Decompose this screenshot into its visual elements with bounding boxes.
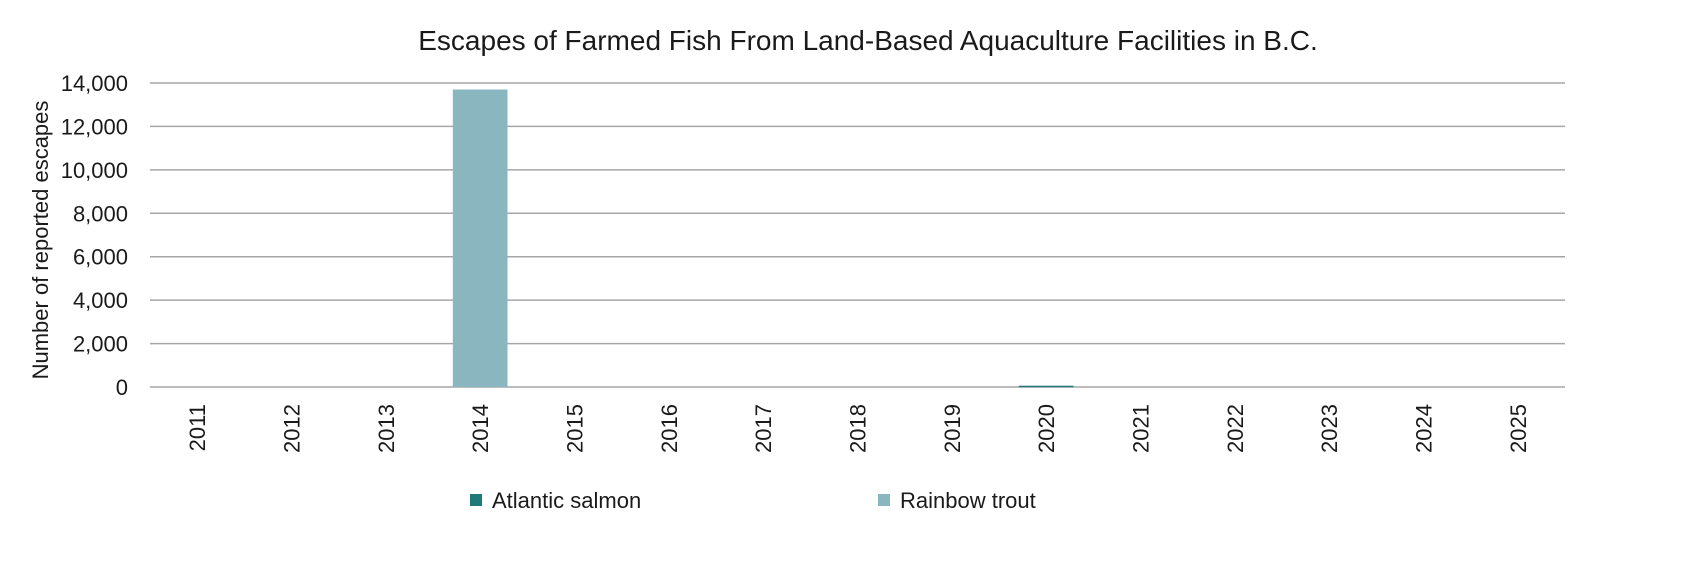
x-tick-label: 2016 — [657, 404, 682, 453]
legend-item-rainbow-trout: Rainbow trout — [878, 488, 1036, 513]
y-tick-label: 6,000 — [73, 245, 128, 270]
x-axis-ticks: 2011 2012 2013 2014 2015 2016 2017 2018 2019 2020… — [185, 404, 1531, 453]
y-axis-label: Number of reported escapes — [28, 101, 53, 380]
x-tick-label: 2012 — [280, 404, 305, 453]
legend: Atlantic salmon Rainbow trout — [470, 488, 1036, 513]
x-tick-label: 2023 — [1317, 404, 1342, 453]
x-tick-label: 2020 — [1034, 404, 1059, 453]
bars — [452, 89, 1074, 388]
y-tick-label: 4,000 — [73, 288, 128, 313]
y-tick-label: 14,000 — [61, 71, 128, 96]
y-tick-label: 10,000 — [61, 158, 128, 183]
x-tick-label: 2021 — [1129, 404, 1154, 453]
y-tick-label: 12,000 — [61, 114, 128, 139]
x-tick-label: 2018 — [846, 404, 871, 453]
x-tick-label: 2017 — [751, 404, 776, 453]
y-tick-label: 8,000 — [73, 201, 128, 226]
gridlines — [150, 82, 1565, 388]
x-tick-label: 2024 — [1412, 404, 1437, 453]
y-tick-label: 0 — [116, 375, 128, 400]
x-tick-label: 2011 — [185, 404, 210, 451]
legend-label: Atlantic salmon — [492, 488, 641, 513]
bar-rainbow-trout-2014 — [452, 89, 508, 387]
x-tick-label: 2019 — [940, 404, 965, 453]
x-tick-label: 2015 — [563, 404, 588, 453]
x-tick-label: 2013 — [374, 404, 399, 453]
y-tick-label: 2,000 — [73, 332, 128, 357]
legend-swatch — [470, 494, 482, 506]
legend-item-atlantic-salmon: Atlantic salmon — [470, 488, 641, 513]
x-tick-label: 2022 — [1223, 404, 1248, 453]
x-tick-label: 2025 — [1506, 404, 1531, 453]
y-axis-ticks: 0 2,000 4,000 6,000 8,000 10,000 12,000 14,000 — [61, 71, 128, 400]
legend-label: Rainbow trout — [900, 488, 1036, 513]
x-tick-label: 2014 — [468, 404, 493, 453]
legend-swatch — [878, 494, 890, 506]
chart-title: Escapes of Farmed Fish From Land-Based A… — [418, 25, 1318, 56]
bar-atlantic-salmon-2020 — [1018, 385, 1074, 388]
